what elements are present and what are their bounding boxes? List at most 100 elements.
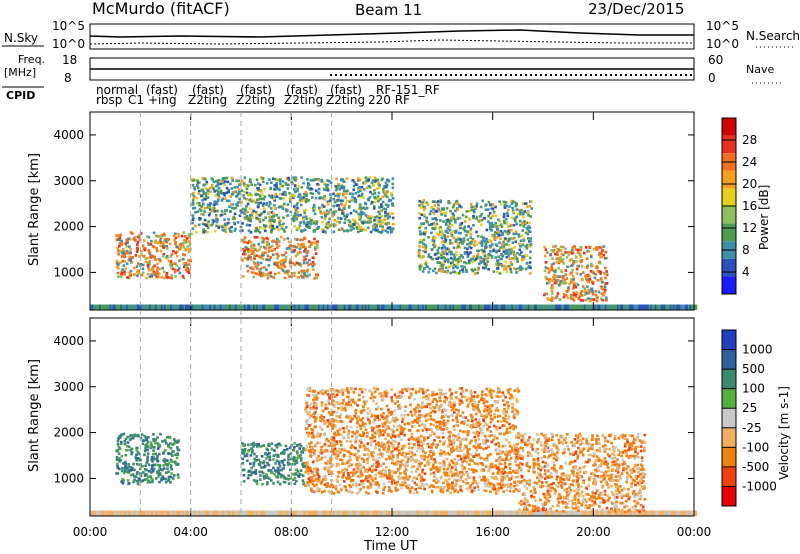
range-gate-cell xyxy=(211,206,214,209)
range-gate-cell xyxy=(564,251,567,254)
range-gate-cell xyxy=(127,463,130,466)
range-gate-cell xyxy=(497,249,501,253)
range-gate-cell xyxy=(257,458,261,462)
range-gate-cell xyxy=(166,467,169,471)
range-gate-cell xyxy=(269,202,272,205)
range-gate-cell xyxy=(323,211,326,214)
range-gate-cell xyxy=(272,227,276,230)
range-gate-cell xyxy=(117,437,120,440)
range-gate-cell xyxy=(182,276,186,280)
ytick-label: 2000 xyxy=(53,220,84,234)
range-gate-cell xyxy=(250,244,253,248)
range-gate-cell xyxy=(375,187,379,190)
range-gate-cell xyxy=(516,471,519,474)
range-gate-cell xyxy=(574,248,578,251)
range-gate-cell xyxy=(480,240,484,243)
range-gate-cell xyxy=(456,474,459,477)
range-gate-cell xyxy=(148,252,152,255)
range-gate-cell xyxy=(364,214,368,217)
range-gate-cell xyxy=(559,257,563,261)
range-gate-cell xyxy=(187,258,190,262)
range-gate-cell xyxy=(469,392,473,395)
range-gate-cell xyxy=(431,406,435,409)
range-gate-cell xyxy=(464,268,468,272)
range-gate-cell xyxy=(116,443,120,446)
range-gate-cell xyxy=(273,272,277,276)
range-gate-cell xyxy=(390,193,394,197)
range-gate-cell xyxy=(369,190,372,194)
range-gate-cell xyxy=(221,228,225,232)
range-gate-cell xyxy=(262,218,265,222)
range-gate-cell xyxy=(473,272,477,275)
range-gate-cell xyxy=(340,459,344,462)
range-gate-cell xyxy=(461,270,465,273)
range-gate-cell xyxy=(255,267,259,270)
range-gate-cell xyxy=(270,181,273,184)
range-gate-cell xyxy=(179,258,183,262)
range-gate-cell xyxy=(236,185,239,189)
range-gate-cell xyxy=(438,268,442,271)
range-gate-cell xyxy=(128,438,132,442)
range-gate-cell xyxy=(147,272,150,276)
range-gate-cell xyxy=(250,200,254,203)
range-gate-cell xyxy=(339,440,343,444)
range-gate-cell xyxy=(423,267,426,270)
range-gate-cell xyxy=(397,391,401,395)
range-gate-cell xyxy=(124,252,127,255)
range-gate-cell xyxy=(499,420,503,424)
range-gate-cell xyxy=(293,207,297,211)
range-gate-cell xyxy=(166,459,169,462)
range-gate-cell xyxy=(556,253,559,257)
range-gate-cell xyxy=(406,478,410,481)
range-gate-cell xyxy=(503,407,506,411)
range-gate-cell xyxy=(262,202,266,205)
range-gate-cell xyxy=(245,454,249,458)
nave-tick-bottom: 0 xyxy=(708,71,716,85)
range-gate-cell xyxy=(497,255,500,259)
range-gate-cell xyxy=(145,477,149,481)
range-gate-cell xyxy=(460,489,463,493)
range-gate-cell xyxy=(256,188,260,192)
range-gate-cell xyxy=(255,479,259,483)
range-gate-cell xyxy=(384,181,388,185)
range-gate-cell xyxy=(594,293,598,297)
range-gate-cell xyxy=(363,201,367,205)
range-gate-cell xyxy=(128,255,132,259)
range-gate-cell xyxy=(282,463,286,467)
range-gate-cell xyxy=(324,225,328,229)
freq-tick-top: 18 xyxy=(62,53,77,67)
range-gate-cell xyxy=(475,230,478,234)
range-gate-cell xyxy=(212,206,216,210)
range-gate-cell xyxy=(210,184,214,187)
range-gate-cell xyxy=(164,463,168,466)
range-gate-cell xyxy=(445,219,449,223)
range-gate-cell xyxy=(515,257,519,261)
range-gate-cell xyxy=(193,178,197,182)
range-gate-cell xyxy=(259,261,263,265)
range-gate-cell xyxy=(323,455,327,459)
range-gate-cell xyxy=(285,270,289,273)
range-gate-cell xyxy=(120,255,124,258)
range-gate-cell xyxy=(303,272,307,275)
range-gate-cell xyxy=(323,188,326,191)
range-gate-cell xyxy=(209,202,212,205)
range-gate-cell xyxy=(502,393,506,397)
range-gate-cell xyxy=(307,181,310,185)
range-gate-cell xyxy=(481,251,485,254)
range-gate-cell xyxy=(447,474,450,477)
range-gate-cell xyxy=(436,428,439,431)
range-gate-cell xyxy=(440,229,444,233)
range-gate-cell xyxy=(153,463,157,467)
range-gate-cell xyxy=(261,251,265,255)
range-gate-cell xyxy=(442,261,445,265)
range-gate-cell xyxy=(213,229,217,233)
range-gate-cell xyxy=(234,206,237,210)
range-gate-cell xyxy=(123,442,127,446)
range-gate-cell xyxy=(265,268,268,272)
range-gate-cell xyxy=(241,462,245,465)
range-gate-cell xyxy=(502,242,505,246)
nsearch-tick-top: 10^5 xyxy=(706,19,739,33)
range-gate-cell xyxy=(502,215,506,219)
range-gate-cell xyxy=(508,257,512,260)
range-gate-cell xyxy=(282,467,285,470)
